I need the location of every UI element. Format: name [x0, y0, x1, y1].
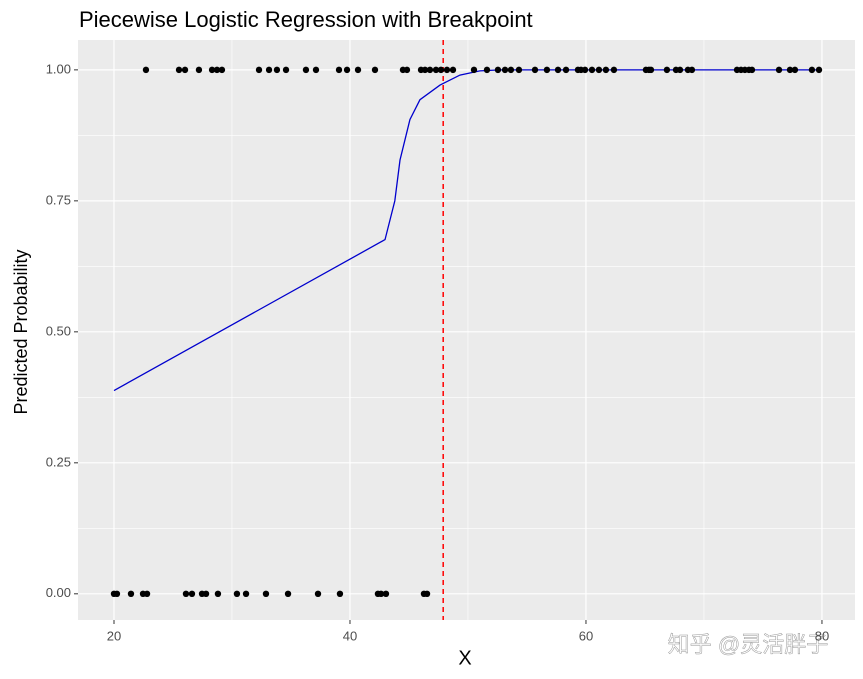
data-point: [470, 66, 478, 74]
data-point: [610, 66, 618, 74]
data-point: [676, 66, 684, 74]
y-tick-label: 0.25: [46, 454, 71, 469]
data-point: [403, 66, 411, 74]
data-point: [312, 66, 320, 74]
data-point: [188, 590, 196, 598]
data-point: [437, 66, 445, 74]
panel: [78, 40, 855, 620]
data-point: [581, 66, 589, 74]
data-point: [449, 66, 457, 74]
data-point: [515, 66, 523, 74]
data-point: [748, 66, 756, 74]
data-point: [808, 66, 816, 74]
data-point: [284, 590, 292, 598]
data-point: [775, 66, 783, 74]
y-tick-label: 1.00: [46, 61, 71, 76]
data-point: [483, 66, 491, 74]
data-point: [113, 590, 121, 598]
data-point: [588, 66, 596, 74]
data-point: [602, 66, 610, 74]
data-point: [181, 66, 189, 74]
y-tick-label: 0.00: [46, 585, 71, 600]
data-point: [233, 590, 241, 598]
data-point: [182, 590, 190, 598]
x-tick-label: 40: [343, 628, 357, 643]
data-point: [501, 66, 509, 74]
data-point: [377, 590, 385, 598]
data-point: [815, 66, 823, 74]
data-point: [421, 66, 429, 74]
data-point: [202, 590, 210, 598]
data-point: [218, 66, 226, 74]
data-point: [242, 590, 250, 598]
data-point: [282, 66, 290, 74]
data-point: [554, 66, 562, 74]
data-point: [595, 66, 603, 74]
data-point: [371, 66, 379, 74]
data-point: [127, 590, 135, 598]
data-point: [208, 66, 216, 74]
data-point: [663, 66, 671, 74]
data-point: [382, 590, 390, 598]
watermark: 知乎 @灵活胖子: [668, 632, 828, 657]
data-point: [494, 66, 502, 74]
data-point: [314, 590, 322, 598]
data-point: [175, 66, 183, 74]
y-axis-label: Predicted Probability: [11, 249, 31, 414]
data-point: [647, 66, 655, 74]
data-point: [443, 66, 451, 74]
data-point: [343, 66, 351, 74]
data-point: [507, 66, 515, 74]
y-tick-label: 0.50: [46, 323, 71, 338]
data-point: [302, 66, 310, 74]
chart-title: Piecewise Logistic Regression with Break…: [79, 7, 533, 32]
data-point: [336, 590, 344, 598]
data-point: [335, 66, 343, 74]
data-point: [143, 590, 151, 598]
y-tick-label: 0.75: [46, 192, 71, 207]
data-point: [262, 590, 270, 598]
data-point: [214, 590, 222, 598]
data-point: [354, 66, 362, 74]
x-tick-label: 60: [579, 628, 593, 643]
x-tick-label: 80: [815, 628, 829, 643]
data-point: [195, 66, 203, 74]
data-point: [432, 66, 440, 74]
data-point: [791, 66, 799, 74]
data-point: [786, 66, 794, 74]
data-point: [273, 66, 281, 74]
data-point: [531, 66, 539, 74]
data-point: [213, 66, 221, 74]
data-point: [423, 590, 431, 598]
data-point: [426, 66, 434, 74]
data-point: [255, 66, 263, 74]
data-point: [688, 66, 696, 74]
x-axis-label: X: [458, 647, 471, 669]
data-point: [265, 66, 273, 74]
data-point: [142, 66, 150, 74]
data-point: [562, 66, 570, 74]
data-point: [543, 66, 551, 74]
x-tick-label: 20: [107, 628, 121, 643]
